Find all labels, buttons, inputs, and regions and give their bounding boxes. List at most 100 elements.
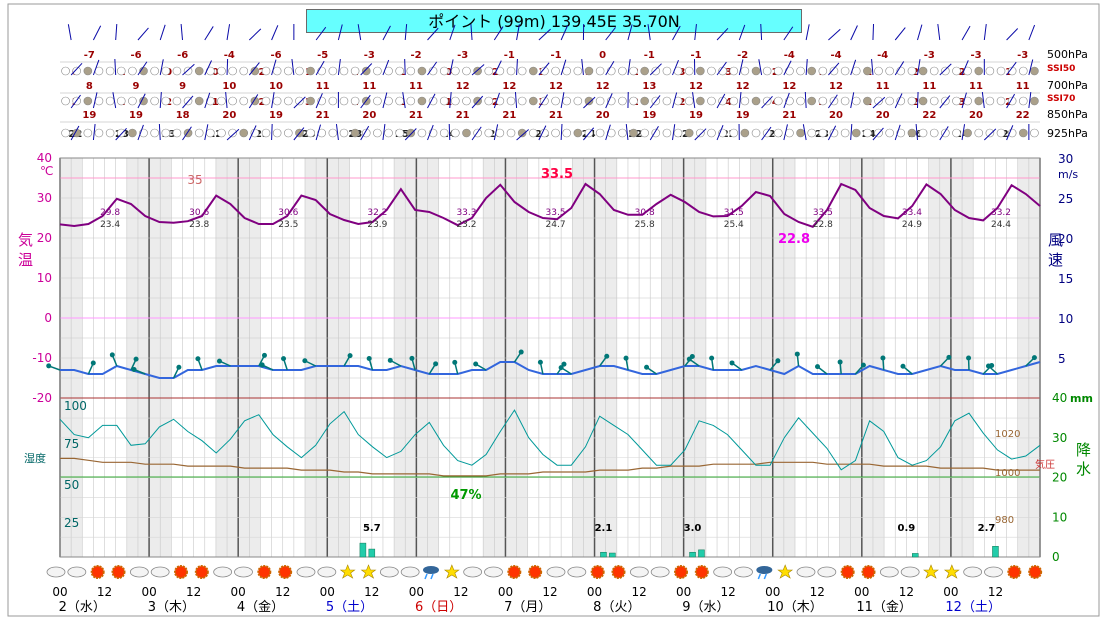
cloud-cover-mark xyxy=(328,66,338,76)
cloud-cover-mark xyxy=(807,96,817,106)
cloud-cover-mark xyxy=(339,128,349,138)
star-icon xyxy=(923,564,939,579)
level-value: 21 xyxy=(549,110,563,121)
cloud-cover-mark xyxy=(306,96,315,106)
wind-barb xyxy=(805,59,808,76)
wind-barb xyxy=(449,59,454,76)
level-value: 11 xyxy=(969,81,983,92)
wind-barb xyxy=(291,59,295,76)
cloud-cover-mark xyxy=(573,66,583,76)
cloud-cover-mark xyxy=(551,96,560,106)
temp-min-label: 25.8 xyxy=(635,220,655,230)
cloud-icon xyxy=(567,566,587,578)
wind-barb xyxy=(538,62,550,76)
hour-tick-label: 00 xyxy=(498,585,513,599)
wind-barb xyxy=(248,94,259,109)
cloud-cover-mark xyxy=(328,96,338,106)
level-value: 21 xyxy=(502,110,516,121)
level-value: 22 xyxy=(922,110,936,121)
wind-barb xyxy=(738,92,742,109)
cloud-cover-mark xyxy=(851,128,861,138)
cloud-cover-mark xyxy=(707,96,716,106)
precip-bar xyxy=(600,551,607,558)
cloud-cover-mark xyxy=(629,66,638,76)
cloud-cover-mark xyxy=(662,96,672,106)
cloud-cover-mark xyxy=(172,128,182,138)
wind-barb xyxy=(716,61,727,76)
cloud-cover-mark xyxy=(128,128,137,138)
cloud-cover-mark xyxy=(584,96,594,106)
wind-barb xyxy=(471,64,485,76)
cloud-cover-mark xyxy=(116,66,126,76)
wind-arrow-head xyxy=(473,361,479,367)
wind-barb xyxy=(516,129,529,141)
wind-barb xyxy=(159,24,166,41)
cloud-cover-mark xyxy=(283,96,293,106)
wind-barb xyxy=(92,92,98,109)
temp-min-label: 22.8 xyxy=(813,220,833,230)
cloud-cover-mark xyxy=(339,66,349,76)
hour-tick-label: 00 xyxy=(409,585,424,599)
cloud-cover-mark xyxy=(406,96,416,106)
wind-barb xyxy=(204,60,212,76)
wind-barb xyxy=(605,61,615,76)
wind-barb xyxy=(493,26,504,41)
level-value: -3 xyxy=(970,50,981,61)
cloud-cover-mark xyxy=(629,128,638,138)
wind-barb xyxy=(92,59,100,76)
level-value: 20 xyxy=(596,110,610,121)
cloud-icon xyxy=(379,566,399,578)
cloud-cover-mark xyxy=(1007,96,1017,106)
cloud-cover-mark xyxy=(172,66,182,76)
cloud-cover-mark xyxy=(696,66,705,76)
cloud-cover-mark xyxy=(751,128,761,138)
sun-icon xyxy=(90,565,105,579)
wind-barb xyxy=(404,58,406,76)
cloud-icon xyxy=(400,566,420,578)
wind-barb xyxy=(560,59,567,76)
cloud-cover-mark xyxy=(907,128,917,138)
precip-amount-label: 3.0 xyxy=(684,523,702,534)
wind-tick-label: 30 xyxy=(1058,152,1073,166)
star-icon xyxy=(443,564,460,579)
day-label: 11（金） xyxy=(856,599,912,615)
cloud-cover-mark xyxy=(863,128,872,138)
humidity-line xyxy=(59,409,1041,471)
cloud-cover-mark xyxy=(395,96,404,106)
wind-barb xyxy=(158,123,161,141)
wind-barb xyxy=(827,94,838,109)
cloud-icon xyxy=(463,566,483,578)
cloud-cover-mark xyxy=(952,128,961,138)
precip-unit: mm xyxy=(1070,392,1093,405)
wind-arrow-head xyxy=(259,362,265,368)
wind-barb xyxy=(92,25,102,41)
hour-tick-label: 00 xyxy=(676,585,691,599)
sun-icon xyxy=(507,565,522,579)
wind-barb xyxy=(939,126,949,141)
cloud-cover-mark xyxy=(105,128,115,138)
precip-amount-label: 5.7 xyxy=(363,523,381,534)
temp-max-label: 29.8 xyxy=(100,208,120,218)
wind-barb xyxy=(961,124,966,141)
cloud-cover-mark xyxy=(439,96,449,106)
wind-barb xyxy=(1006,28,1019,41)
wind-arrow-head xyxy=(131,367,137,373)
level-value: 0 xyxy=(212,67,219,78)
wind-barb xyxy=(471,126,482,141)
wind-barb xyxy=(538,28,551,41)
cloud-cover-mark xyxy=(740,96,750,106)
wind-arrow-head xyxy=(985,363,991,369)
cloud-cover-mark xyxy=(562,96,572,106)
cloud-cover-mark xyxy=(283,66,293,76)
wind-barb xyxy=(159,59,164,76)
cloud-cover-mark xyxy=(528,96,538,106)
wind-tick-label: 10 xyxy=(1058,312,1073,326)
sun-icon xyxy=(1007,565,1022,579)
cloud-cover-mark xyxy=(228,66,237,76)
cloud-cover-mark xyxy=(851,96,861,106)
level-value: 22 xyxy=(208,129,222,140)
cloud-cover-mark xyxy=(528,66,538,76)
level-value: 11 xyxy=(409,81,423,92)
cloud-cover-mark xyxy=(105,66,115,76)
wind-arrow-head xyxy=(518,349,524,355)
